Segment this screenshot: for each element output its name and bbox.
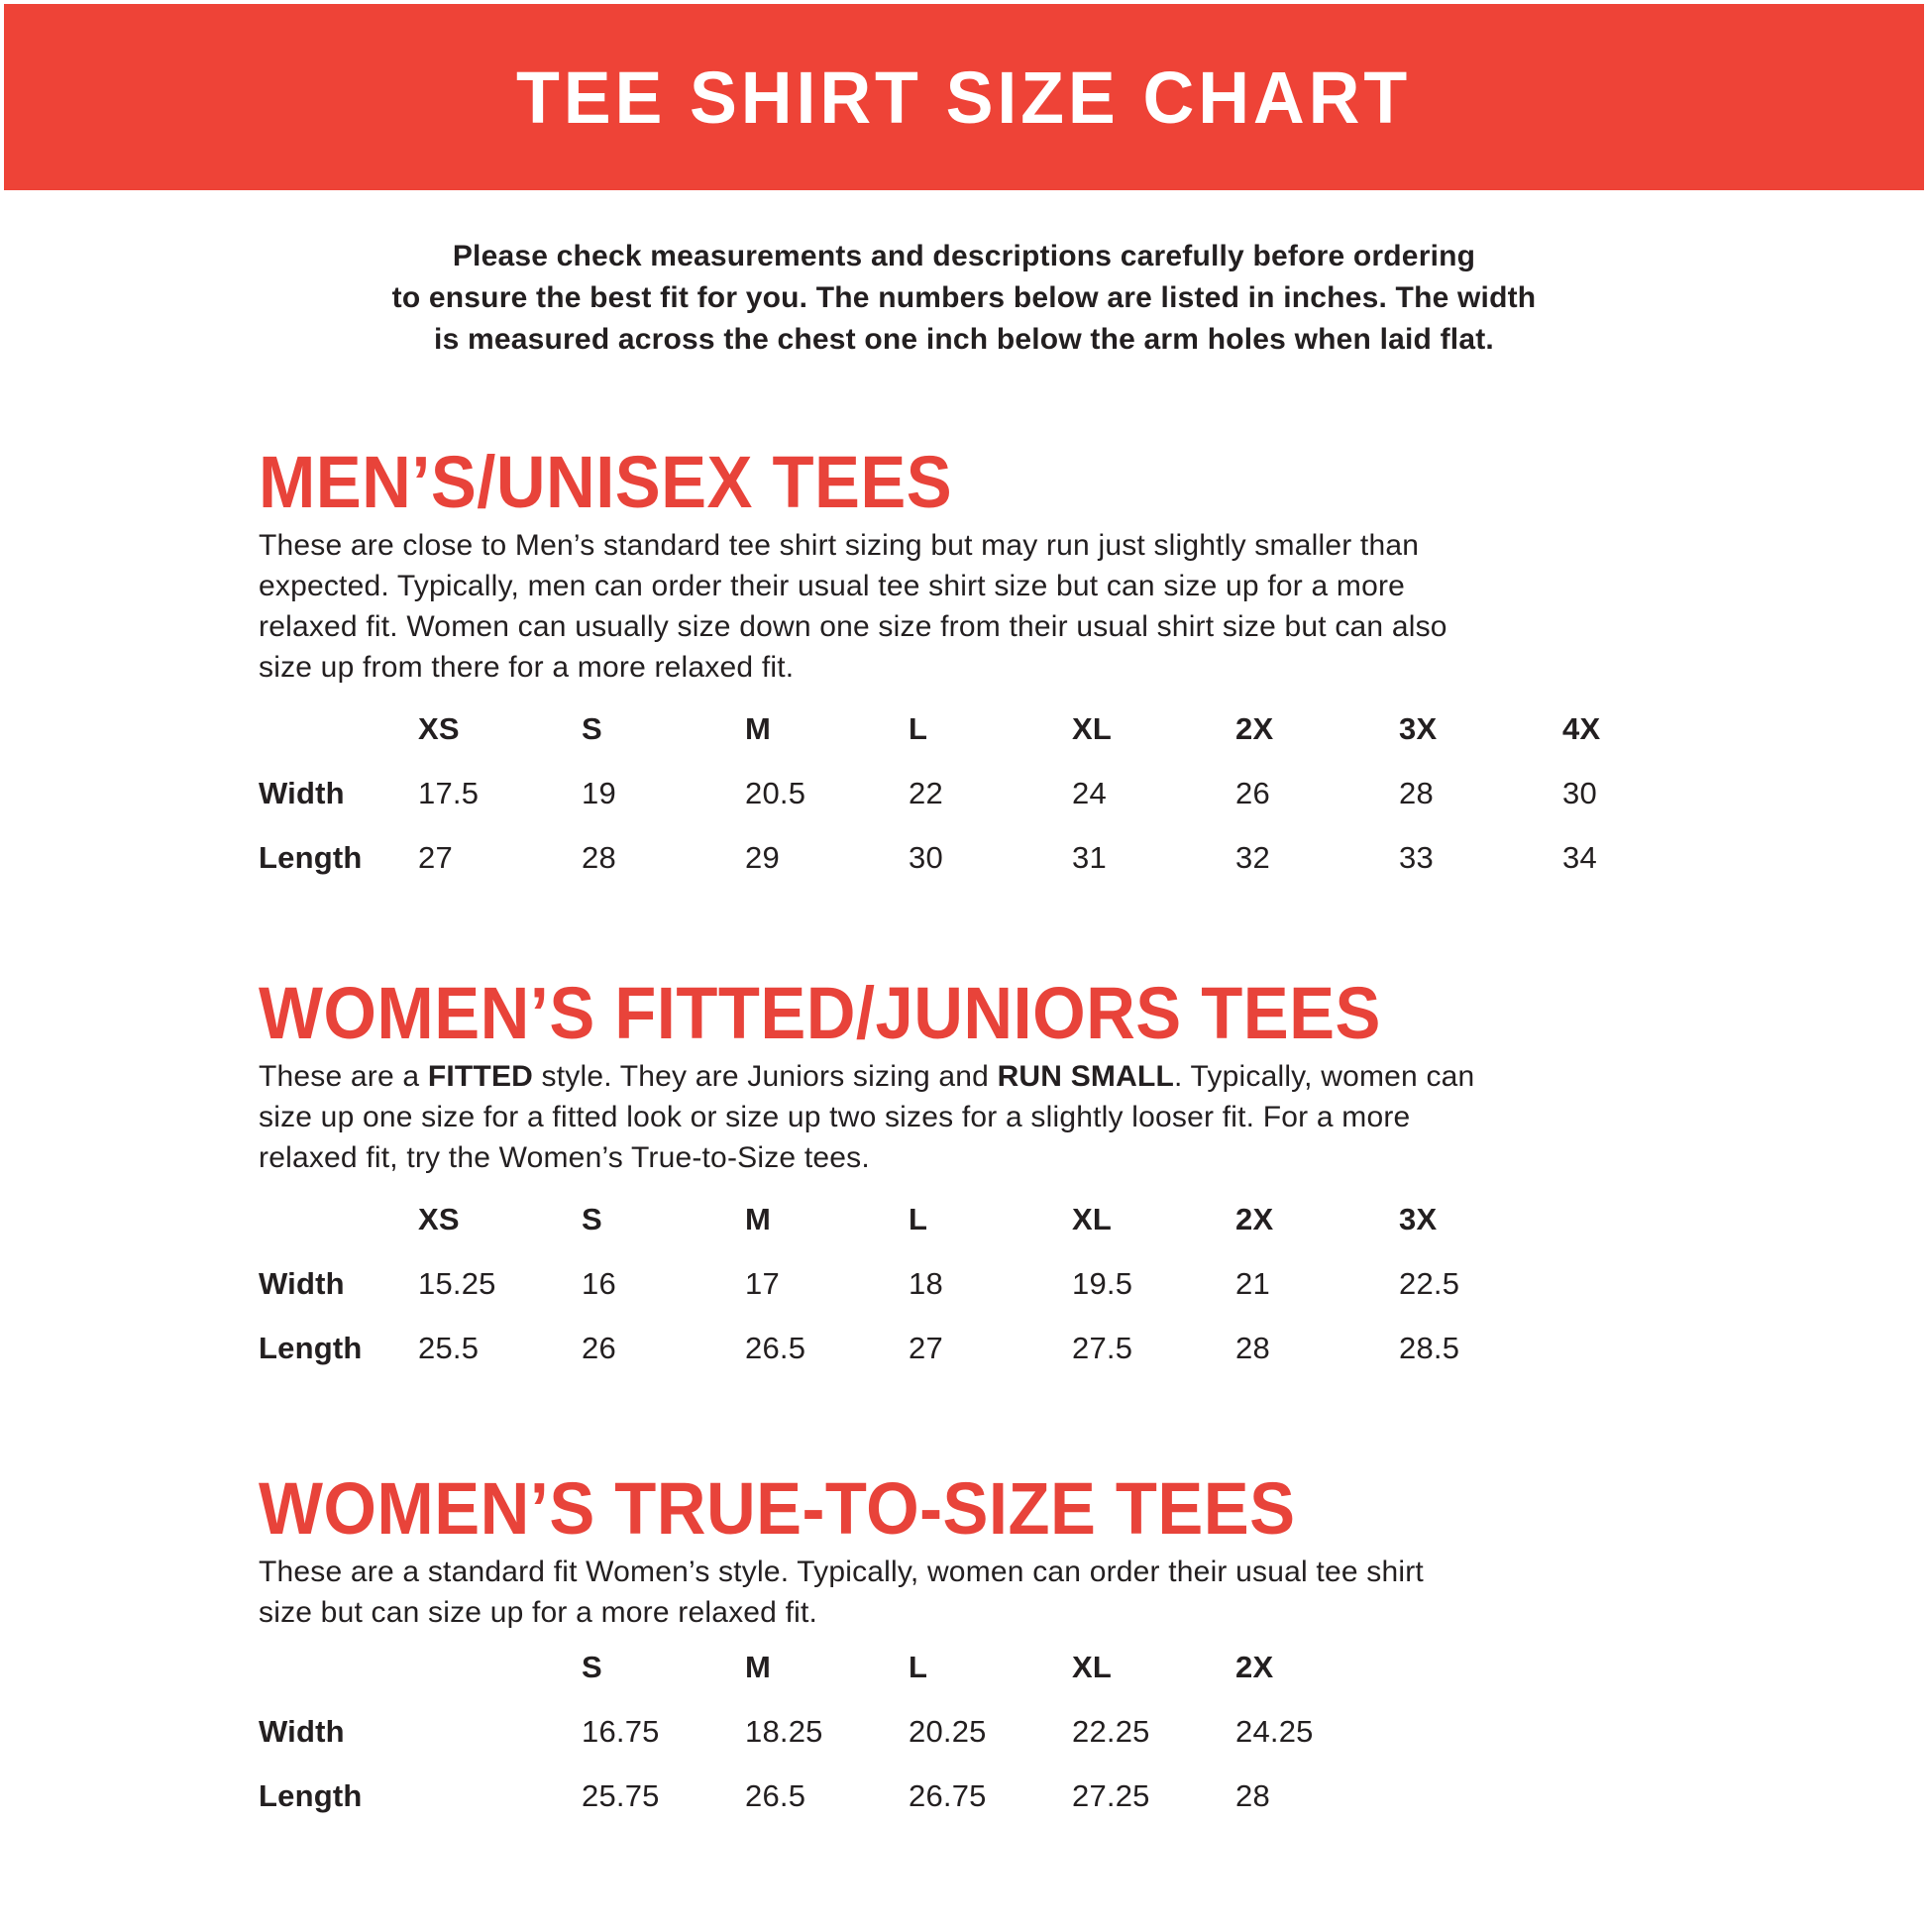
size-value: 22.5: [1399, 1266, 1460, 1301]
size-value: 28.5: [1399, 1331, 1460, 1365]
title-banner: TEE SHIRT SIZE CHART: [4, 4, 1924, 190]
size-value: 17: [745, 1266, 780, 1301]
text-line: is measured across the chest one inch be…: [434, 323, 1494, 356]
row-label: Width: [259, 776, 345, 810]
text-line: to ensure the best fit for you. The numb…: [391, 281, 1537, 314]
size-value: 28: [582, 840, 616, 875]
section-heading-womens-fitted: WOMEN’S FITTED/JUNIORS TEES: [259, 972, 1381, 1054]
text-line: . Typically, women can: [1174, 1060, 1475, 1093]
text-line: relaxed fit, try the Women’s True-to-Siz…: [259, 1141, 870, 1174]
text-line: expected. Typically, men can order their…: [259, 570, 1406, 602]
text-line: size up one size for a fitted look or si…: [259, 1101, 1411, 1133]
row-label: Length: [259, 1778, 363, 1813]
size-value: 27: [418, 840, 453, 875]
size-table-womens-fitted: XS S M L XL 2X 3X Width 15.25 16 17 18 19.5 21 22.5 Len…: [259, 1199, 1750, 1368]
size-value: 27.5: [1072, 1331, 1133, 1365]
row-label: Width: [259, 1266, 345, 1301]
row-label: Length: [259, 1331, 363, 1365]
text-line: These are close to Men’s standard tee sh…: [259, 529, 1420, 562]
size-column-header: XS: [418, 1202, 460, 1236]
size-value: 16: [582, 1266, 616, 1301]
text-emphasis: FITTED: [427, 1060, 534, 1093]
size-value: 26: [582, 1331, 616, 1365]
size-column-header: M: [745, 1202, 772, 1236]
size-value: 26.5: [745, 1331, 806, 1365]
size-value: 18.25: [745, 1714, 823, 1749]
intro-paragraph: Please check measurements and descriptio…: [0, 236, 1928, 361]
size-column-header: M: [745, 1650, 772, 1684]
size-column-header: L: [909, 711, 928, 746]
size-column-header: 2X: [1235, 711, 1274, 746]
size-value: 20.25: [909, 1714, 987, 1749]
text-line: relaxed fit. Women can usually size down…: [259, 610, 1447, 643]
size-value: 19: [582, 776, 616, 810]
section-heading-mens-unisex: MEN’S/UNISEX TEES: [259, 441, 953, 523]
size-table-womens-true-to-size: S M L XL 2X Width 16.75 18.25 20.25 22.25 24.25 Len…: [259, 1647, 1750, 1816]
size-value: 26: [1235, 776, 1270, 810]
size-value: 19.5: [1072, 1266, 1133, 1301]
size-column-header: XL: [1072, 1202, 1113, 1236]
size-value: 32: [1235, 840, 1270, 875]
size-value: 30: [1562, 776, 1597, 810]
size-column-header: XS: [418, 711, 460, 746]
size-value: 27: [909, 1331, 943, 1365]
size-column-header: 2X: [1235, 1202, 1274, 1236]
size-column-header: 3X: [1399, 711, 1438, 746]
size-column-header: L: [909, 1650, 928, 1684]
size-value: 20.5: [745, 776, 806, 810]
size-value: 21: [1235, 1266, 1270, 1301]
text-line: These are a: [259, 1060, 428, 1093]
size-value: 25.75: [582, 1778, 660, 1813]
page-title: TEE SHIRT SIZE CHART: [516, 55, 1412, 139]
text-line: size up from there for a more relaxed fi…: [259, 651, 795, 684]
section-mens-unisex: MEN’S/UNISEX TEES These are close to Men…: [259, 446, 1750, 878]
size-value: 33: [1399, 840, 1434, 875]
size-value: 29: [745, 840, 780, 875]
size-value: 24: [1072, 776, 1107, 810]
size-value: 28: [1399, 776, 1434, 810]
section-heading-womens-true-to-size: WOMEN’S TRUE-TO-SIZE TEES: [259, 1467, 1296, 1550]
content-area: MEN’S/UNISEX TEES These are close to Men…: [0, 446, 1928, 1816]
text-line: style. They are Juniors sizing and: [533, 1060, 998, 1093]
section-womens-fitted: WOMEN’S FITTED/JUNIORS TEES These are a …: [259, 977, 1750, 1368]
section-description-womens-fitted: These are a FITTED style. They are Junio…: [259, 1056, 1750, 1178]
size-value: 22: [909, 776, 943, 810]
text-line: Please check measurements and descriptio…: [452, 240, 1476, 272]
text-line: size but can size up for a more relaxed …: [259, 1596, 818, 1629]
size-column-header: S: [582, 711, 602, 746]
row-label: Length: [259, 840, 363, 875]
size-column-header: XL: [1072, 1650, 1113, 1684]
section-description-mens-unisex: These are close to Men’s standard tee sh…: [259, 525, 1750, 688]
size-value: 18: [909, 1266, 943, 1301]
section-description-womens-true-to-size: These are a standard fit Women’s style. …: [259, 1552, 1750, 1633]
size-chart-page: TEE SHIRT SIZE CHART Please check measur…: [0, 4, 1928, 1932]
size-value: 28: [1235, 1331, 1270, 1365]
size-column-header: XL: [1072, 711, 1113, 746]
size-value: 27.25: [1072, 1778, 1150, 1813]
size-value: 22.25: [1072, 1714, 1150, 1749]
size-value: 31: [1072, 840, 1107, 875]
row-label: Width: [259, 1714, 345, 1749]
size-column-header: M: [745, 711, 772, 746]
size-column-header: 2X: [1235, 1650, 1274, 1684]
size-column-header: L: [909, 1202, 928, 1236]
size-column-header: 4X: [1562, 711, 1601, 746]
size-value: 34: [1562, 840, 1597, 875]
size-value: 16.75: [582, 1714, 660, 1749]
size-value: 17.5: [418, 776, 480, 810]
text-line: These are a standard fit Women’s style. …: [259, 1556, 1424, 1588]
size-value: 24.25: [1235, 1714, 1314, 1749]
size-value: 26.75: [909, 1778, 987, 1813]
size-value: 30: [909, 840, 943, 875]
section-womens-true-to-size: WOMEN’S TRUE-TO-SIZE TEES These are a st…: [259, 1472, 1750, 1816]
text-emphasis: RUN SMALL: [997, 1060, 1175, 1093]
size-column-header: S: [582, 1202, 602, 1236]
size-column-header: S: [582, 1650, 602, 1684]
size-value: 15.25: [418, 1266, 496, 1301]
size-value: 28: [1235, 1778, 1270, 1813]
size-table-mens-unisex: XS S M L XL 2X 3X 4X Width 17.5 19 20.5 22 24 26 28 30 Le…: [259, 708, 1750, 878]
size-value: 25.5: [418, 1331, 480, 1365]
size-value: 26.5: [745, 1778, 806, 1813]
size-column-header: 3X: [1399, 1202, 1438, 1236]
